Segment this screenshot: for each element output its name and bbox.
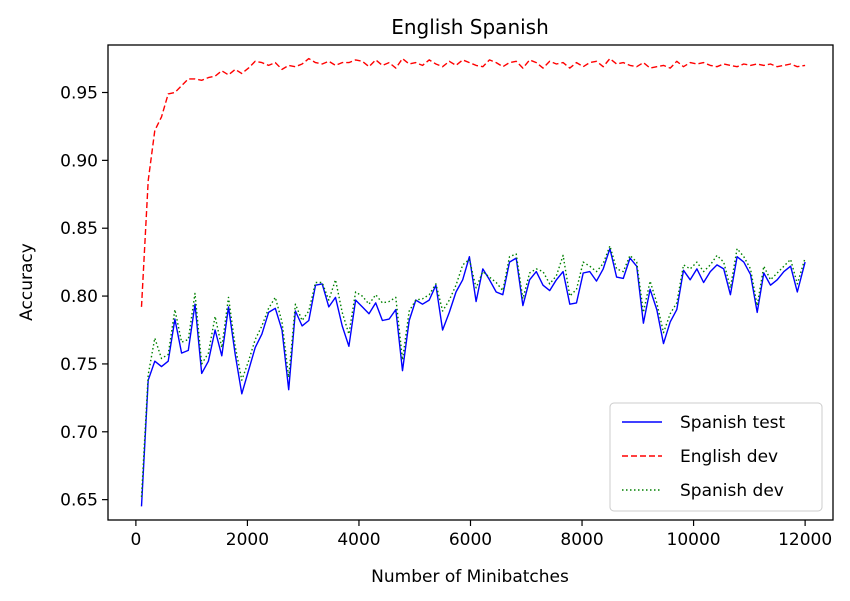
x-tick-label: 0 [130, 530, 141, 550]
x-tick-label: 4000 [337, 530, 380, 550]
x-tick-label: 6000 [449, 530, 492, 550]
legend-box [609, 402, 823, 512]
y-tick-label: 0.90 [60, 151, 98, 171]
x-tick-label: 12000 [778, 530, 832, 550]
legend-label-spanish-dev: Spanish dev [680, 481, 784, 501]
y-axis: 0.65 0.70 0.75 0.80 0.85 0.90 0.95 [60, 84, 108, 511]
x-axis-label: Number of Minibatches [371, 567, 569, 587]
y-tick-label: 0.65 [60, 491, 98, 511]
x-axis: 0 2000 4000 6000 8000 10000 12000 [130, 520, 832, 550]
y-tick-label: 0.85 [60, 219, 98, 239]
y-tick-label: 0.80 [60, 287, 98, 307]
x-tick-label: 8000 [560, 530, 603, 550]
y-tick-label: 0.70 [60, 423, 98, 443]
legend-label-spanish-test: Spanish test [680, 413, 786, 433]
x-tick-label: 10000 [667, 530, 721, 550]
y-tick-label: 0.75 [60, 355, 98, 375]
series-line-spanish-dev [140, 245, 806, 497]
y-axis-label: Accuracy [17, 243, 37, 321]
series-line-english-dev [140, 57, 806, 307]
y-tick-label: 0.95 [60, 84, 98, 104]
legend-label-english-dev: English dev [680, 447, 778, 467]
legend: Spanish test English dev Spanish dev [609, 402, 823, 512]
chart-title: English Spanish [391, 15, 549, 39]
x-tick-label: 2000 [226, 530, 269, 550]
series-line-spanish-test [140, 247, 806, 507]
